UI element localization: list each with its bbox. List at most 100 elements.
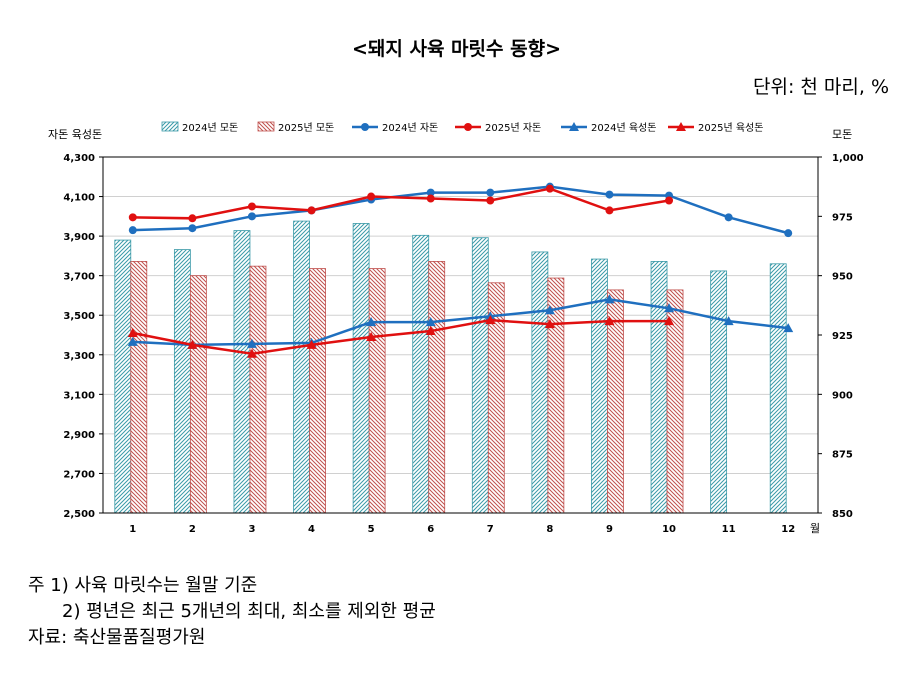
- marker-2024년 육성돈: [246, 338, 257, 348]
- marker-2024년 자돈: [486, 188, 495, 197]
- note-2: 2) 평년은 최근 5개년의 최대, 최소를 제외한 평균: [62, 601, 436, 622]
- x-tick-label: 12: [781, 524, 795, 535]
- bar-2024년 모돈: [233, 230, 251, 514]
- x-tick-label: 3: [248, 524, 255, 535]
- marker-2025년 육성돈: [604, 316, 615, 326]
- marker-2024년 육성돈: [544, 305, 555, 315]
- marker-2025년 자돈: [247, 202, 256, 211]
- legend-marker: [361, 123, 369, 131]
- marker-2024년 육성돈: [127, 336, 138, 346]
- x-tick-label: 2: [189, 524, 196, 535]
- marker-2025년 자돈: [367, 192, 376, 201]
- marker-2025년 자돈: [545, 184, 554, 193]
- right-tick-label: 975: [832, 212, 853, 223]
- marker-2025년 육성돈: [485, 315, 496, 325]
- left-tick-label: 3,900: [63, 232, 95, 243]
- marker-2024년 육성돈: [723, 316, 734, 326]
- marker-2024년 자돈: [784, 229, 793, 238]
- marker-2024년 자돈: [426, 188, 435, 197]
- marker-2024년 자돈: [128, 226, 137, 235]
- pig-count-chart: 2,500 2,700 2,900 3,100 3,300 3,500 3,700 3,900…: [48, 121, 864, 535]
- right-tick-label: 875: [832, 450, 853, 461]
- right-axis-title: 모돈: [832, 128, 852, 141]
- bar-2024년 모돈: [293, 220, 310, 514]
- bar-2025년 모돈: [368, 268, 386, 514]
- x-axis-unit: 월: [810, 522, 820, 535]
- left-tick-label: 2,500: [63, 509, 95, 520]
- bar-2025년 모돈: [249, 265, 267, 514]
- legend-label: 2025년 육성돈: [698, 122, 763, 134]
- bar-2024년 모돈: [114, 239, 132, 514]
- bar-2024년 모돈: [769, 263, 787, 514]
- plot-frame: [102, 156, 819, 514]
- marker-2025년 자돈: [128, 213, 137, 222]
- legend-label: 2024년 육성돈: [591, 122, 656, 134]
- right-tick-label: 900: [832, 390, 853, 401]
- legend-label: 2025년 자돈: [485, 122, 541, 134]
- x-tick-label: 11: [722, 524, 736, 535]
- x-tick-label: 8: [546, 524, 553, 535]
- marker-2025년 자돈: [486, 196, 495, 205]
- bar-2024년 모돈: [471, 237, 489, 514]
- marker-2025년 육성돈: [306, 339, 317, 349]
- right-tick-label: 950: [832, 272, 853, 283]
- legend-swatch: [257, 121, 275, 132]
- left-tick-label: 2,900: [63, 430, 95, 441]
- bar-2025년 모돈: [428, 261, 446, 514]
- right-tick-label: 1,000: [832, 153, 864, 164]
- marker-2025년 육성돈: [127, 328, 138, 338]
- left-tick-label: 3,300: [63, 351, 95, 362]
- legend-label: 2024년 모돈: [182, 122, 238, 134]
- marker-2025년 육성돈: [187, 339, 198, 349]
- legend-label: 2025년 모돈: [278, 122, 334, 134]
- note-1: 주 1) 사육 마릿수는 월말 기준: [28, 575, 258, 596]
- marker-2024년 자돈: [605, 190, 614, 199]
- left-tick-label: 3,100: [63, 390, 95, 401]
- marker-2025년 육성돈: [544, 319, 555, 329]
- left-tick-label: 3,700: [63, 272, 95, 283]
- marker-2025년 자돈: [426, 194, 435, 203]
- left-tick-label: 4,300: [63, 153, 95, 164]
- right-tick-label: 850: [832, 509, 853, 520]
- x-tick-label: 5: [368, 524, 375, 535]
- unit-label: 단위: 천 마리, %: [752, 76, 889, 98]
- legend-label: 2024년 자돈: [382, 122, 438, 134]
- source-note: 자료: 축산물품질평가원: [28, 627, 206, 648]
- x-tick-label: 10: [662, 524, 676, 535]
- bar-2024년 모돈: [591, 258, 608, 514]
- marker-2024년 자돈: [724, 213, 733, 222]
- line-2025년 육성돈: [132, 318, 670, 356]
- line-2024년 육성돈: [132, 298, 789, 347]
- x-tick-label: 9: [606, 524, 613, 535]
- chart-title: <돼지 사육 마릿수 동향>: [351, 38, 561, 60]
- marker-2024년 육성돈: [366, 317, 377, 327]
- x-tick-label: 1: [129, 524, 136, 535]
- x-tick-label: 7: [487, 524, 494, 535]
- bar-2025년 모돈: [309, 268, 326, 514]
- line-2025년 자돈: [132, 187, 670, 220]
- marker-2025년 자돈: [665, 196, 674, 205]
- bar-2024년 모돈: [650, 261, 668, 514]
- bar-2025년 모돈: [189, 275, 207, 514]
- marker-2024년 육성돈: [604, 294, 615, 304]
- marker-2024년 육성돈: [664, 303, 675, 313]
- marker-2024년 자돈: [188, 224, 197, 233]
- bar-2024년 모돈: [531, 251, 549, 514]
- bar-2024년 모돈: [352, 223, 370, 514]
- legend-marker: [676, 122, 686, 131]
- marker-2024년 육성돈: [425, 317, 436, 327]
- bar-2025년 모돈: [130, 261, 148, 514]
- marker-2025년 자돈: [307, 206, 316, 215]
- left-tick-label: 3,500: [63, 311, 95, 322]
- right-tick-label: 925: [832, 331, 853, 342]
- bar-2024년 모돈: [710, 270, 728, 514]
- marker-2025년 자돈: [188, 214, 197, 223]
- marker-2025년 자돈: [605, 206, 614, 215]
- marker-2024년 자돈: [247, 212, 256, 221]
- left-axis-title: 자돈 육성돈: [48, 128, 102, 141]
- left-tick-label: 4,100: [63, 193, 95, 204]
- x-tick-label: 6: [427, 524, 434, 535]
- marker-2025년 육성돈: [664, 316, 675, 326]
- marker-2025년 육성돈: [246, 348, 257, 358]
- legend-marker: [464, 123, 472, 131]
